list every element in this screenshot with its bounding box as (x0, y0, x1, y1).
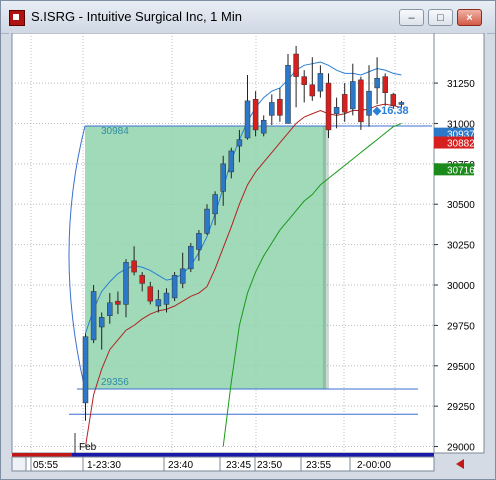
price-tag-label: 30716 (447, 165, 475, 176)
candle[interactable] (341, 94, 348, 113)
price-tag-label: 30882 (447, 139, 475, 150)
candle[interactable] (269, 102, 275, 116)
time-axis-bar-red (12, 453, 72, 457)
candle[interactable] (398, 102, 405, 105)
candle[interactable] (155, 299, 162, 307)
x-tick-label: 23:40 (168, 460, 193, 471)
y-tick-label: 31000 (447, 119, 475, 130)
y-tick-label: 29250 (447, 402, 475, 413)
x-tick-label: 1-23:30 (87, 460, 121, 471)
candle[interactable] (382, 76, 388, 94)
candle[interactable] (131, 260, 137, 273)
price-chart[interactable]: 3098429356◆16.38312503100030750305003025… (9, 32, 487, 473)
maximize-button[interactable]: □ (428, 9, 453, 26)
app-icon (9, 10, 25, 26)
candle[interactable] (350, 81, 356, 110)
price-tag (434, 136, 474, 149)
candle[interactable] (366, 90, 372, 116)
candle[interactable] (236, 139, 243, 147)
candle[interactable] (358, 79, 364, 123)
y-tick-label: 30500 (447, 200, 475, 211)
blue-band-line (85, 61, 402, 334)
candle[interactable] (374, 77, 380, 89)
price-tag (434, 163, 474, 176)
date-marker-label: Feb (79, 442, 97, 453)
x-tick-label: 23:45 (226, 460, 251, 471)
candle[interactable] (123, 262, 129, 305)
candle[interactable] (333, 107, 340, 115)
candle[interactable] (293, 53, 299, 77)
minimize-button[interactable]: – (399, 9, 424, 26)
candle[interactable] (244, 100, 251, 139)
price-tag-label: 30937 (447, 130, 475, 141)
close-button[interactable]: × (457, 9, 482, 26)
x-tick-label: 05:55 (33, 460, 58, 471)
candle[interactable] (147, 286, 154, 302)
x-tick-label: 2-00:00 (357, 460, 391, 471)
candle[interactable] (82, 336, 89, 404)
candle[interactable] (179, 268, 186, 284)
candle[interactable] (220, 163, 226, 192)
y-tick-label: 29750 (447, 321, 475, 332)
box-bottom-label: 29356 (101, 377, 129, 388)
candle[interactable] (90, 291, 97, 341)
chart-area[interactable]: 3098429356◆16.38312503100030750305003025… (9, 32, 487, 473)
y-axis-panel (433, 32, 485, 454)
y-tick-label: 30250 (447, 241, 475, 252)
candle[interactable] (390, 94, 397, 106)
candle[interactable] (196, 233, 202, 250)
box-top-label: 30984 (101, 126, 129, 137)
candle[interactable] (171, 275, 178, 299)
candle[interactable] (204, 208, 210, 234)
candle[interactable] (309, 84, 316, 97)
y-tick-label: 29500 (447, 362, 475, 373)
title-bar[interactable]: S.ISRG - Intuitive Surgical Inc, 1 Min –… (1, 1, 495, 34)
candle[interactable] (260, 119, 267, 134)
candle[interactable] (115, 300, 121, 305)
candle[interactable] (325, 82, 332, 131)
candle[interactable] (188, 245, 194, 270)
candle[interactable] (139, 275, 145, 284)
x-tick-label: 23:50 (257, 460, 282, 471)
green-ma-line (222, 122, 402, 447)
candle[interactable] (285, 65, 291, 124)
y-tick-label: 30000 (447, 281, 475, 292)
window-title: S.ISRG - Intuitive Surgical Inc, 1 Min (31, 9, 242, 24)
candle[interactable] (212, 194, 218, 215)
red-ma-line (85, 103, 402, 447)
candle[interactable] (317, 73, 324, 92)
candle[interactable] (252, 98, 259, 131)
candle[interactable] (301, 76, 307, 85)
candle[interactable] (107, 302, 113, 316)
time-axis-bar (12, 453, 434, 457)
candle[interactable] (163, 292, 170, 305)
cursor-value-label: ◆16.38 (372, 105, 409, 117)
candle[interactable] (277, 98, 283, 116)
scroll-right-arrow-icon[interactable] (456, 459, 464, 469)
candle[interactable] (228, 150, 235, 173)
zone-box-shadow (322, 126, 329, 390)
candle[interactable] (98, 317, 105, 328)
x-tick-label: 23:55 (306, 460, 331, 471)
arc-line (68, 125, 86, 390)
scroll-left-button[interactable] (11, 456, 27, 472)
zone-box[interactable] (85, 126, 326, 390)
y-tick-label: 31250 (447, 79, 475, 90)
y-tick-label: 29000 (447, 443, 475, 454)
